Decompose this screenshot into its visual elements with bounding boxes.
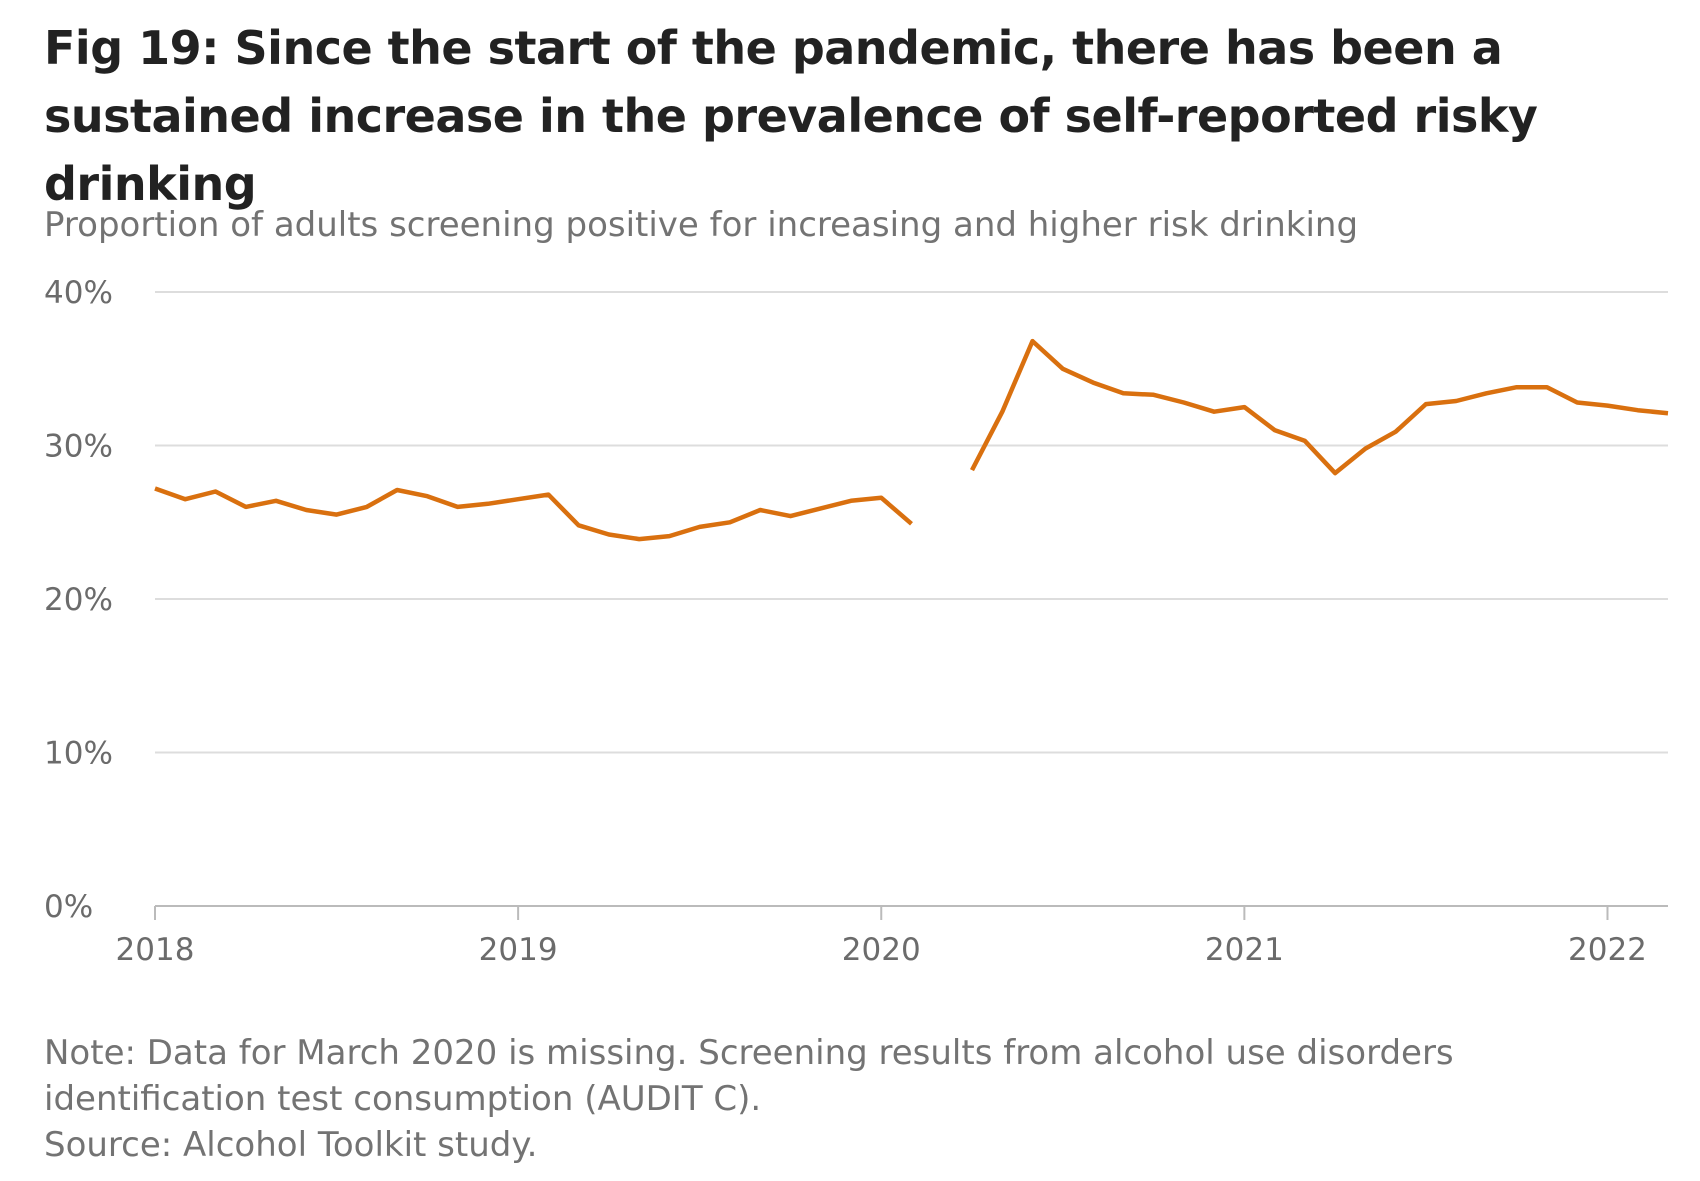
chart-subtitle: Proportion of adults screening positive …	[44, 205, 1359, 245]
y-tick-label: 20%	[44, 582, 113, 618]
data-point	[214, 490, 218, 494]
data-point	[395, 488, 399, 492]
x-axis	[154, 905, 1668, 920]
data-point	[1273, 428, 1277, 432]
data-point	[607, 533, 611, 537]
data-point	[819, 506, 823, 510]
chart-note: Note: Data for March 2020 is missing. Sc…	[44, 1033, 1454, 1119]
data-point	[1424, 402, 1428, 406]
x-axis-labels: 2018 2019 2020 2021 2022	[116, 932, 1647, 968]
data-point	[546, 493, 550, 497]
data-point	[1061, 367, 1065, 371]
data-point	[153, 486, 157, 490]
data-point	[1031, 339, 1035, 343]
data-point	[910, 522, 914, 526]
x-tick-label: 2019	[479, 932, 558, 968]
chart-title: Fig 19: Since the start of the pandemic,…	[44, 21, 1538, 211]
series-lines	[154, 338, 1669, 542]
data-point	[425, 494, 429, 498]
series-line-segment-2	[970, 338, 1669, 476]
data-point	[849, 499, 853, 503]
data-point	[1152, 393, 1156, 397]
x-tick-label: 2018	[116, 932, 195, 968]
data-point	[1091, 381, 1095, 385]
data-point	[1121, 391, 1125, 395]
data-point	[1605, 404, 1609, 408]
data-point	[244, 505, 248, 509]
data-point	[304, 508, 308, 512]
data-point	[879, 496, 883, 500]
data-point	[1000, 410, 1004, 414]
data-point	[516, 497, 520, 501]
data-point	[1333, 471, 1337, 475]
x-tick-label: 2021	[1205, 932, 1284, 968]
data-point	[577, 523, 581, 527]
line-chart: 0% 10% 20% 30% 40% 2018 2019 2020 2021 2022	[44, 275, 1670, 968]
data-point	[365, 505, 369, 509]
y-tick-label: 30%	[44, 429, 113, 465]
data-point	[1182, 401, 1186, 405]
data-point	[758, 508, 762, 512]
data-point	[183, 497, 187, 501]
y-tick-label: 10%	[44, 736, 113, 772]
data-point	[1363, 447, 1367, 451]
data-point	[970, 468, 974, 472]
y-axis-labels: 0% 10% 20% 30% 40%	[44, 275, 113, 925]
data-point	[1242, 405, 1246, 409]
data-points	[153, 339, 1670, 541]
y-tick-label: 40%	[44, 275, 113, 311]
data-point	[698, 525, 702, 529]
chart-source: Source: Alcohol Toolkit study.	[44, 1125, 538, 1165]
data-point	[1666, 411, 1670, 415]
data-point	[1212, 410, 1216, 414]
gridlines	[155, 291, 1668, 754]
series-line-segment-1	[154, 486, 913, 542]
data-point	[1545, 385, 1549, 389]
data-point	[335, 513, 339, 517]
y-tick-label: 0%	[44, 889, 93, 925]
data-point	[1636, 408, 1640, 412]
data-point	[274, 499, 278, 503]
x-tick-label: 2022	[1568, 932, 1647, 968]
data-point	[1575, 401, 1579, 405]
data-point	[456, 505, 460, 509]
chart-footer: Note: Data for March 2020 is missing. Sc…	[44, 1030, 1684, 1168]
data-point	[1303, 439, 1307, 443]
data-point	[788, 514, 792, 518]
data-point	[1484, 391, 1488, 395]
data-point	[1515, 385, 1519, 389]
data-point	[1394, 430, 1398, 434]
data-point	[486, 502, 490, 506]
data-point	[637, 537, 641, 541]
data-point	[667, 534, 671, 538]
data-point	[1454, 399, 1458, 403]
x-tick-label: 2020	[842, 932, 921, 968]
data-point	[728, 520, 732, 524]
